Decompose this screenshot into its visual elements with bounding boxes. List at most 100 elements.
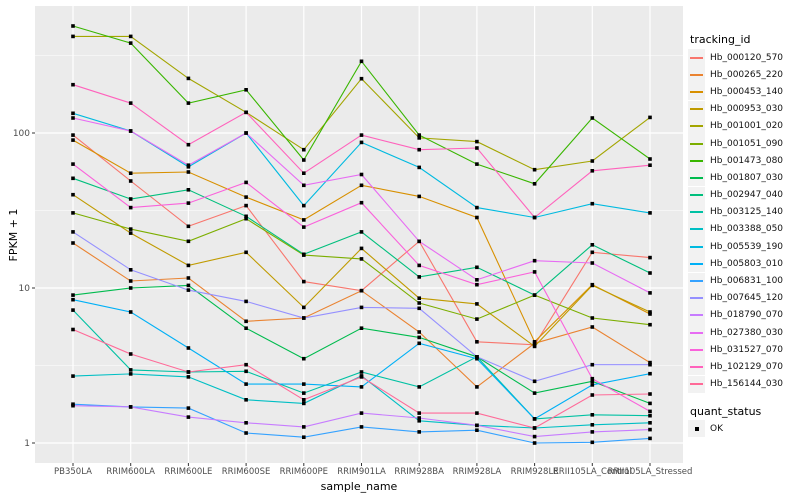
data-point-marker [475, 282, 479, 287]
data-point-marker [648, 427, 652, 432]
data-point-marker [186, 263, 191, 268]
data-point-marker [244, 203, 248, 208]
legend-item-label: Hb_156144_030 [710, 379, 784, 390]
data-point-marker [186, 170, 191, 174]
data-point-marker [186, 406, 191, 410]
legend-key-line-icon [688, 135, 705, 153]
x-tick-label: RRII105LA_Control [553, 467, 632, 477]
data-point-marker [648, 291, 652, 295]
data-point-marker [475, 302, 479, 306]
data-point-marker [590, 362, 595, 367]
y-tick-label: 10 [19, 284, 31, 294]
data-point-marker [359, 200, 364, 205]
legend-item-label: Hb_000265_220 [710, 69, 784, 80]
data-point-marker [186, 188, 191, 192]
data-point-marker [359, 385, 364, 389]
data-point-marker [128, 205, 133, 210]
legend-item-Hb_001473_080: Hb_001473_080 [688, 152, 800, 170]
data-point-marker [359, 76, 364, 81]
data-point-marker [648, 322, 652, 327]
legend-item-Hb_005803_010: Hb_005803_010 [688, 255, 800, 273]
data-point-marker [648, 421, 652, 425]
x-tick-label: PB350LA [54, 467, 92, 477]
data-point-marker [302, 171, 306, 175]
data-point-marker [71, 293, 75, 297]
legend-item-label: Hb_002947_040 [710, 190, 784, 201]
data-point-marker [128, 368, 133, 372]
legend-item-Hb_018790_070: Hb_018790_070 [688, 306, 800, 324]
legend-key-line-icon [688, 169, 705, 187]
data-point-marker [302, 279, 306, 284]
data-point-marker [244, 110, 248, 115]
data-point-marker [128, 101, 133, 105]
data-point-marker [244, 250, 248, 255]
data-point-marker [475, 139, 479, 144]
data-point-marker [186, 163, 191, 167]
data-point-marker [648, 271, 652, 275]
data-point-marker [359, 288, 364, 293]
y-tick-label: 100 [13, 129, 30, 139]
legend-title-tracking-id: tracking_id [690, 33, 751, 46]
data-point-marker [648, 409, 652, 414]
legend-item-label: Hb_003388_050 [710, 224, 784, 235]
legend-key-line-icon [688, 255, 705, 273]
data-point-marker [359, 257, 364, 261]
legend-key-line-icon [688, 117, 705, 135]
data-point-marker [475, 355, 479, 359]
data-point-marker [532, 182, 537, 186]
data-point-marker [417, 335, 421, 340]
data-point-marker [128, 268, 133, 272]
data-point-marker [359, 59, 364, 64]
data-point-marker [302, 183, 306, 188]
legend-item-Hb_102129_070: Hb_102129_070 [688, 358, 800, 376]
x-tick-label: RRIM600LA [106, 467, 155, 477]
data-point-marker [302, 401, 306, 406]
legend-item-label: Hb_007645_120 [710, 293, 784, 304]
data-point-marker [475, 356, 479, 361]
data-point-marker [475, 205, 479, 210]
data-point-marker [532, 258, 537, 263]
data-point-marker [590, 440, 595, 445]
data-point-marker [417, 165, 421, 170]
data-point-marker [590, 261, 595, 265]
legend-item-label: Hb_031527_070 [710, 344, 784, 355]
legend-item-Hb_000120_570: Hb_000120_570 [688, 49, 800, 67]
data-point-marker [590, 283, 595, 288]
x-tick-label: RRIM928BA [394, 467, 444, 477]
data-point-marker [186, 370, 191, 374]
data-point-marker [648, 371, 652, 376]
legend-item-Hb_027380_030: Hb_027380_030 [688, 324, 800, 342]
data-point-marker [186, 101, 191, 105]
data-point-marker [590, 325, 595, 329]
x-tick-label: RRIM928LE [511, 467, 559, 477]
data-point-marker [359, 133, 364, 137]
legend-item-label: Hb_005803_010 [710, 258, 784, 269]
data-point-marker [532, 215, 537, 220]
data-point-marker [417, 301, 421, 305]
data-point-marker [475, 340, 479, 344]
data-point-marker [359, 326, 364, 330]
data-point-marker [590, 413, 595, 417]
data-point-marker [648, 255, 652, 260]
data-point-marker [590, 430, 595, 434]
data-point-marker [302, 398, 306, 402]
data-point-marker [417, 341, 421, 346]
legend-key-line-icon [688, 186, 705, 204]
legend-key-line-icon [688, 306, 705, 324]
data-point-marker [532, 426, 537, 430]
legend-item-label: Hb_000953_030 [710, 104, 784, 115]
data-point-marker [244, 382, 248, 386]
data-point-marker [302, 316, 306, 320]
data-point-marker [71, 133, 75, 137]
data-point-marker [417, 136, 421, 140]
data-point-marker [302, 158, 306, 162]
data-point-marker [532, 167, 537, 172]
data-point-marker [417, 194, 421, 199]
legend-item-Hb_031527_070: Hb_031527_070 [688, 341, 800, 359]
legend-key-line-icon [688, 375, 705, 393]
data-point-marker [186, 375, 191, 379]
legend-item-label: Hb_006831_100 [710, 276, 784, 287]
data-point-marker [648, 115, 652, 120]
legend-item-label: Hb_001001_020 [710, 121, 784, 132]
data-point-marker [648, 413, 652, 418]
